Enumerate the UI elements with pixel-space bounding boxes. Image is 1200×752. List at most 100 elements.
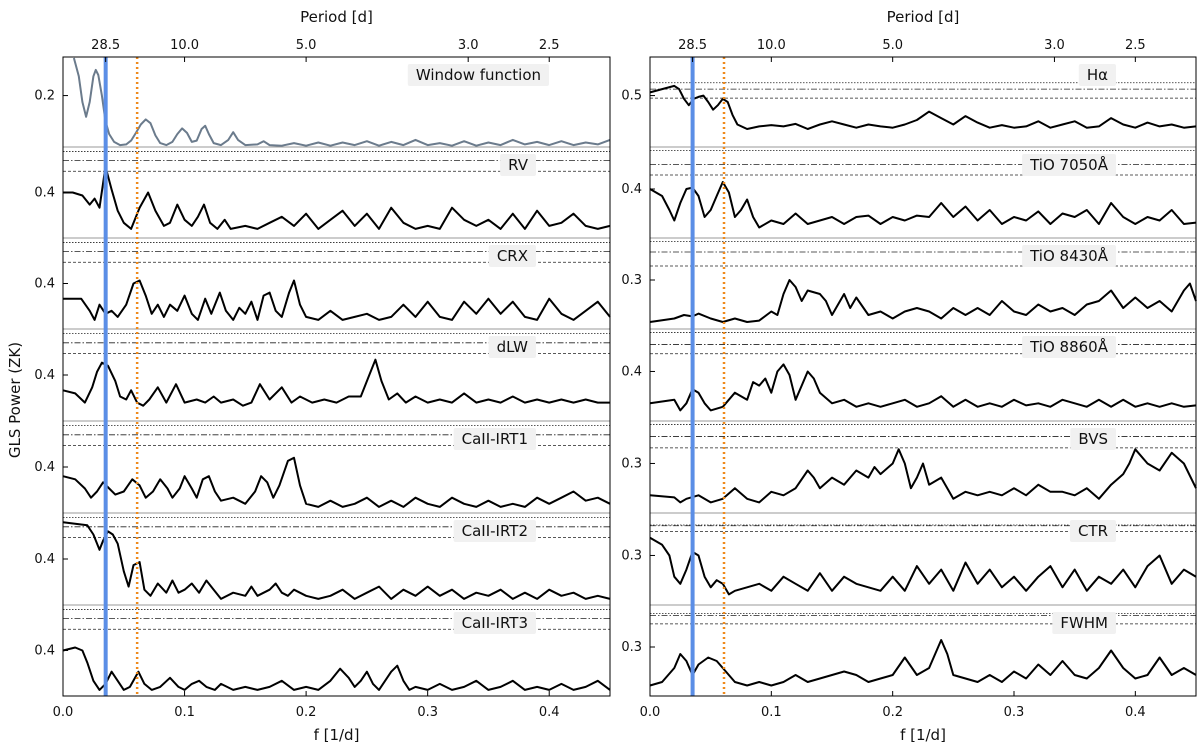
panel-dlw: 0.4 dLW [34,333,610,422]
y-tick-label: 0.4 [34,644,55,659]
panel-label-background [1022,336,1116,358]
panel-label: TiO 7050Å [1022,154,1116,176]
panel-label-text: dLW [497,338,529,356]
period-tick-label: 10.0 [757,38,786,53]
gls-power-curve [72,57,611,147]
panel-caii-irt3: 0.4 CaII-IRT3 [34,609,611,697]
panel-caii-irt1: 0.4 CaII-IRT1 [34,425,611,514]
panel-tio-7050-: 0.4 TiO 7050Å [621,150,1197,239]
panel-ctr: 0.3 CTR [621,520,1197,606]
panel-rv: 0.4 RV [34,151,611,239]
gls-power-curve [62,521,611,600]
y-tick-label: 0.4 [34,460,55,475]
right-periodogram-column: 0.5 Hα 0.4 TiO 7050Å 0.3 TiO 8430Å 0.4 TiO 8860… [621,8,1197,744]
gls-power-curve [62,646,611,691]
panel-label-background [453,520,536,542]
x-tick-label: 0.2 [882,705,903,720]
panel-h-: 0.5 Hα [621,64,1197,148]
panel-label-text: TiO 8860Å [1029,337,1109,356]
panel-label: FWHM [1052,612,1116,634]
panel-label-text: BVS [1078,430,1108,448]
panel-tio-8430-: 0.3 TiO 8430Å [621,241,1197,330]
panel-label-background [407,64,549,86]
period-tick-label: 5.0 [882,38,903,53]
gls-power-curve [649,639,1197,687]
gls-power-curve [63,279,611,321]
panel-label-text: Window function [416,66,541,84]
period-axis-label: Period [d] [887,8,960,26]
y-tick-label: 0.4 [34,277,55,292]
y-tick-label: 0.4 [621,182,642,197]
axes-frame [649,56,1197,697]
axes-frame [62,56,611,697]
panel-label-text: TiO 7050Å [1029,155,1109,174]
gls-power-curve [62,456,611,508]
period-tick-label: 5.0 [296,38,317,53]
panel-label: TiO 8430Å [1022,245,1116,267]
panel-label-text: CTR [1078,522,1108,540]
panel-label-background [1022,154,1116,176]
panel-label-background [1052,612,1116,634]
panel-label-background [1078,64,1116,86]
panel-label-text: CRX [497,247,528,265]
panel-label: CaII-IRT1 [453,428,536,450]
panel-label: Hα [1078,64,1116,86]
gls-power-curve [62,358,610,407]
period-tick-label: 28.5 [91,38,120,53]
x-tick-label: 0.4 [539,705,560,720]
y-tick-label: 0.3 [621,273,642,288]
panel-label-background [500,154,536,176]
panel-crx: 0.4 CRX [34,242,611,330]
panel-label-background [488,245,536,267]
y-tick-label: 0.3 [621,456,642,471]
x-tick-label: 0.2 [296,705,317,720]
y-tick-label: 0.3 [621,548,642,563]
y-tick-label: 0.3 [621,640,642,655]
panel-window-function: 0.2 Window function [34,57,611,148]
gls-power-curve [649,363,1197,412]
panel-label: CaII-IRT2 [453,520,536,542]
panel-label-background [453,428,536,450]
y-tick-label: 0.4 [34,368,55,383]
x-tick-label: 0.0 [640,705,661,720]
panel-label: BVS [1070,428,1116,450]
y-tick-label: 0.5 [621,89,642,104]
x-tick-label: 0.0 [53,705,74,720]
period-tick-label: 3.0 [1044,38,1065,53]
panel-caii-irt2: 0.4 CaII-IRT2 [34,517,611,606]
x-tick-label: 0.3 [417,705,438,720]
y-tick-label: 0.4 [34,186,55,201]
panel-tio-8860-: 0.4 TiO 8860Å [621,332,1197,422]
panel-label-text: TiO 8430Å [1029,246,1109,265]
left-periodogram-column: 0.2 Window function 0.4 RV 0.4 CRX 0.4 dLW 0.4 Ca… [34,8,611,744]
panel-label-text: RV [508,156,529,174]
panel-label-text: CaII-IRT1 [462,430,528,448]
panel-label: TiO 8860Å [1022,336,1116,358]
panel-label-background [488,336,536,358]
period-tick-label: 3.0 [458,38,479,53]
panel-label-text: CaII-IRT3 [462,614,528,632]
gls-power-curve [649,84,1197,130]
period-tick-label: 28.5 [678,38,707,53]
panel-label-background [1070,428,1116,450]
y-tick-label: 0.4 [621,364,642,379]
x-tick-label: 0.4 [1125,705,1146,720]
gls-power-curve [63,165,611,230]
panel-label: CRX [488,245,536,267]
panel-label-text: FWHM [1060,614,1108,632]
y-tick-label: 0.2 [34,89,55,104]
x-axis-label: f [1/d] [900,726,946,744]
period-tick-label: 2.5 [539,38,560,53]
panel-label-text: CaII-IRT2 [462,522,528,540]
panel-label: RV [500,154,536,176]
gls-power-curve [649,181,1197,229]
period-axis-label: Period [d] [300,8,373,26]
panel-label: CTR [1069,520,1116,542]
panel-label: dLW [488,336,536,358]
x-tick-label: 0.1 [174,705,195,720]
panel-bvs: 0.3 BVS [621,424,1197,514]
panel-fwhm: 0.3 FWHM [621,612,1197,697]
y-axis-label: GLS Power (ZK) [6,342,24,458]
gls-power-curve [649,448,1197,504]
